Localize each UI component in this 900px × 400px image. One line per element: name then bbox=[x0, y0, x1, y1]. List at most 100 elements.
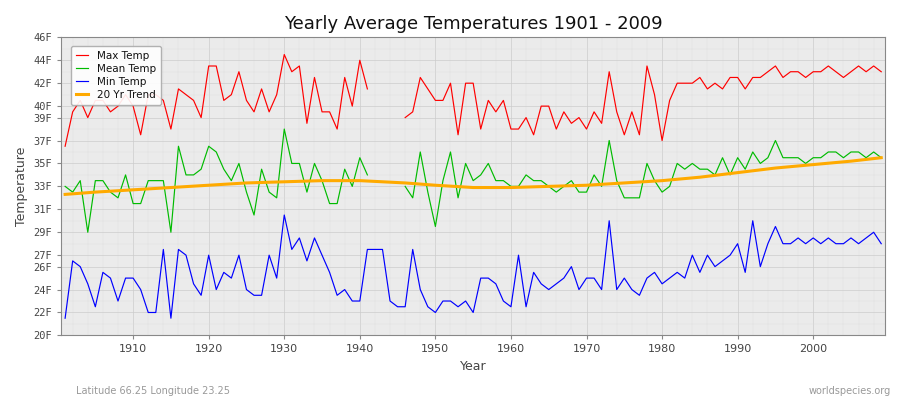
Min Temp bbox=[876, 241, 886, 246]
Min Temp bbox=[294, 236, 305, 240]
X-axis label: Year: Year bbox=[460, 360, 487, 373]
Max Temp bbox=[90, 98, 101, 103]
Min Temp bbox=[59, 316, 70, 321]
20 Yr Trend bbox=[846, 159, 857, 164]
Max Temp bbox=[150, 92, 161, 97]
Mean Temp bbox=[256, 167, 267, 172]
20 Yr Trend bbox=[203, 183, 214, 188]
Max Temp bbox=[112, 104, 123, 108]
Mean Temp bbox=[166, 230, 176, 235]
Mean Temp bbox=[339, 167, 350, 172]
Max Temp bbox=[362, 86, 373, 91]
Max Temp bbox=[233, 69, 244, 74]
Max Temp bbox=[346, 104, 357, 108]
20 Yr Trend bbox=[733, 170, 743, 175]
Mean Temp bbox=[302, 190, 312, 194]
Mean Temp bbox=[248, 213, 259, 218]
20 Yr Trend bbox=[430, 183, 441, 188]
Text: worldspecies.org: worldspecies.org bbox=[809, 386, 891, 396]
Mean Temp bbox=[97, 178, 108, 183]
Max Temp bbox=[286, 69, 297, 74]
Mean Temp bbox=[294, 161, 305, 166]
Mean Temp bbox=[203, 144, 214, 149]
Mean Temp bbox=[181, 172, 192, 177]
Max Temp bbox=[219, 98, 230, 103]
Mean Temp bbox=[211, 150, 221, 154]
Line: Min Temp: Min Temp bbox=[65, 215, 881, 318]
Mean Temp bbox=[219, 167, 230, 172]
Max Temp bbox=[302, 121, 312, 126]
Mean Temp bbox=[241, 190, 252, 194]
Max Temp bbox=[173, 86, 184, 91]
Mean Temp bbox=[135, 201, 146, 206]
Mean Temp bbox=[158, 178, 168, 183]
20 Yr Trend bbox=[279, 179, 290, 184]
20 Yr Trend bbox=[166, 185, 176, 190]
Max Temp bbox=[264, 110, 274, 114]
Mean Temp bbox=[286, 161, 297, 166]
20 Yr Trend bbox=[808, 162, 819, 167]
Max Temp bbox=[309, 75, 320, 80]
Mean Temp bbox=[195, 167, 206, 172]
Y-axis label: Temperature: Temperature bbox=[15, 147, 28, 226]
Mean Temp bbox=[59, 184, 70, 189]
Max Temp bbox=[256, 86, 267, 91]
Max Temp bbox=[105, 110, 116, 114]
Max Temp bbox=[83, 115, 94, 120]
Mean Temp bbox=[324, 201, 335, 206]
Max Temp bbox=[68, 110, 78, 114]
Min Temp bbox=[339, 287, 350, 292]
Mean Temp bbox=[271, 196, 282, 200]
Mean Temp bbox=[143, 178, 154, 183]
Max Temp bbox=[324, 110, 335, 114]
Max Temp bbox=[294, 64, 305, 68]
Max Temp bbox=[188, 98, 199, 103]
Max Temp bbox=[121, 92, 131, 97]
Max Temp bbox=[355, 58, 365, 63]
Mean Temp bbox=[309, 161, 320, 166]
Max Temp bbox=[271, 92, 282, 97]
Mean Temp bbox=[150, 178, 161, 183]
20 Yr Trend bbox=[544, 184, 554, 189]
Max Temp bbox=[166, 127, 176, 132]
20 Yr Trend bbox=[241, 180, 252, 185]
Max Temp bbox=[248, 110, 259, 114]
Max Temp bbox=[332, 127, 343, 132]
20 Yr Trend bbox=[468, 185, 479, 190]
20 Yr Trend bbox=[657, 178, 668, 183]
Mean Temp bbox=[355, 155, 365, 160]
20 Yr Trend bbox=[317, 178, 328, 183]
Line: 20 Yr Trend: 20 Yr Trend bbox=[65, 158, 881, 194]
Max Temp bbox=[195, 115, 206, 120]
Mean Temp bbox=[279, 127, 290, 132]
Mean Temp bbox=[317, 178, 328, 183]
Title: Yearly Average Temperatures 1901 - 2009: Yearly Average Temperatures 1901 - 2009 bbox=[284, 15, 662, 33]
Mean Temp bbox=[105, 190, 116, 194]
Max Temp bbox=[158, 98, 168, 103]
20 Yr Trend bbox=[59, 192, 70, 197]
20 Yr Trend bbox=[90, 190, 101, 194]
Mean Temp bbox=[226, 178, 237, 183]
Mean Temp bbox=[121, 172, 131, 177]
Line: Max Temp: Max Temp bbox=[65, 54, 367, 146]
20 Yr Trend bbox=[876, 155, 886, 160]
Legend: Max Temp, Mean Temp, Min Temp, 20 Yr Trend: Max Temp, Mean Temp, Min Temp, 20 Yr Tre… bbox=[71, 46, 161, 105]
Mean Temp bbox=[233, 161, 244, 166]
Mean Temp bbox=[346, 184, 357, 189]
Max Temp bbox=[203, 64, 214, 68]
Mean Temp bbox=[112, 196, 123, 200]
20 Yr Trend bbox=[400, 180, 410, 185]
Mean Temp bbox=[188, 172, 199, 177]
Min Temp bbox=[604, 218, 615, 223]
Mean Temp bbox=[75, 178, 86, 183]
Line: Mean Temp: Mean Temp bbox=[65, 129, 367, 232]
Max Temp bbox=[211, 64, 221, 68]
Min Temp bbox=[121, 276, 131, 280]
Mean Temp bbox=[264, 190, 274, 194]
Mean Temp bbox=[173, 144, 184, 149]
Mean Temp bbox=[68, 190, 78, 194]
Mean Temp bbox=[83, 230, 94, 235]
20 Yr Trend bbox=[619, 180, 630, 185]
Min Temp bbox=[506, 304, 517, 309]
20 Yr Trend bbox=[355, 178, 365, 183]
